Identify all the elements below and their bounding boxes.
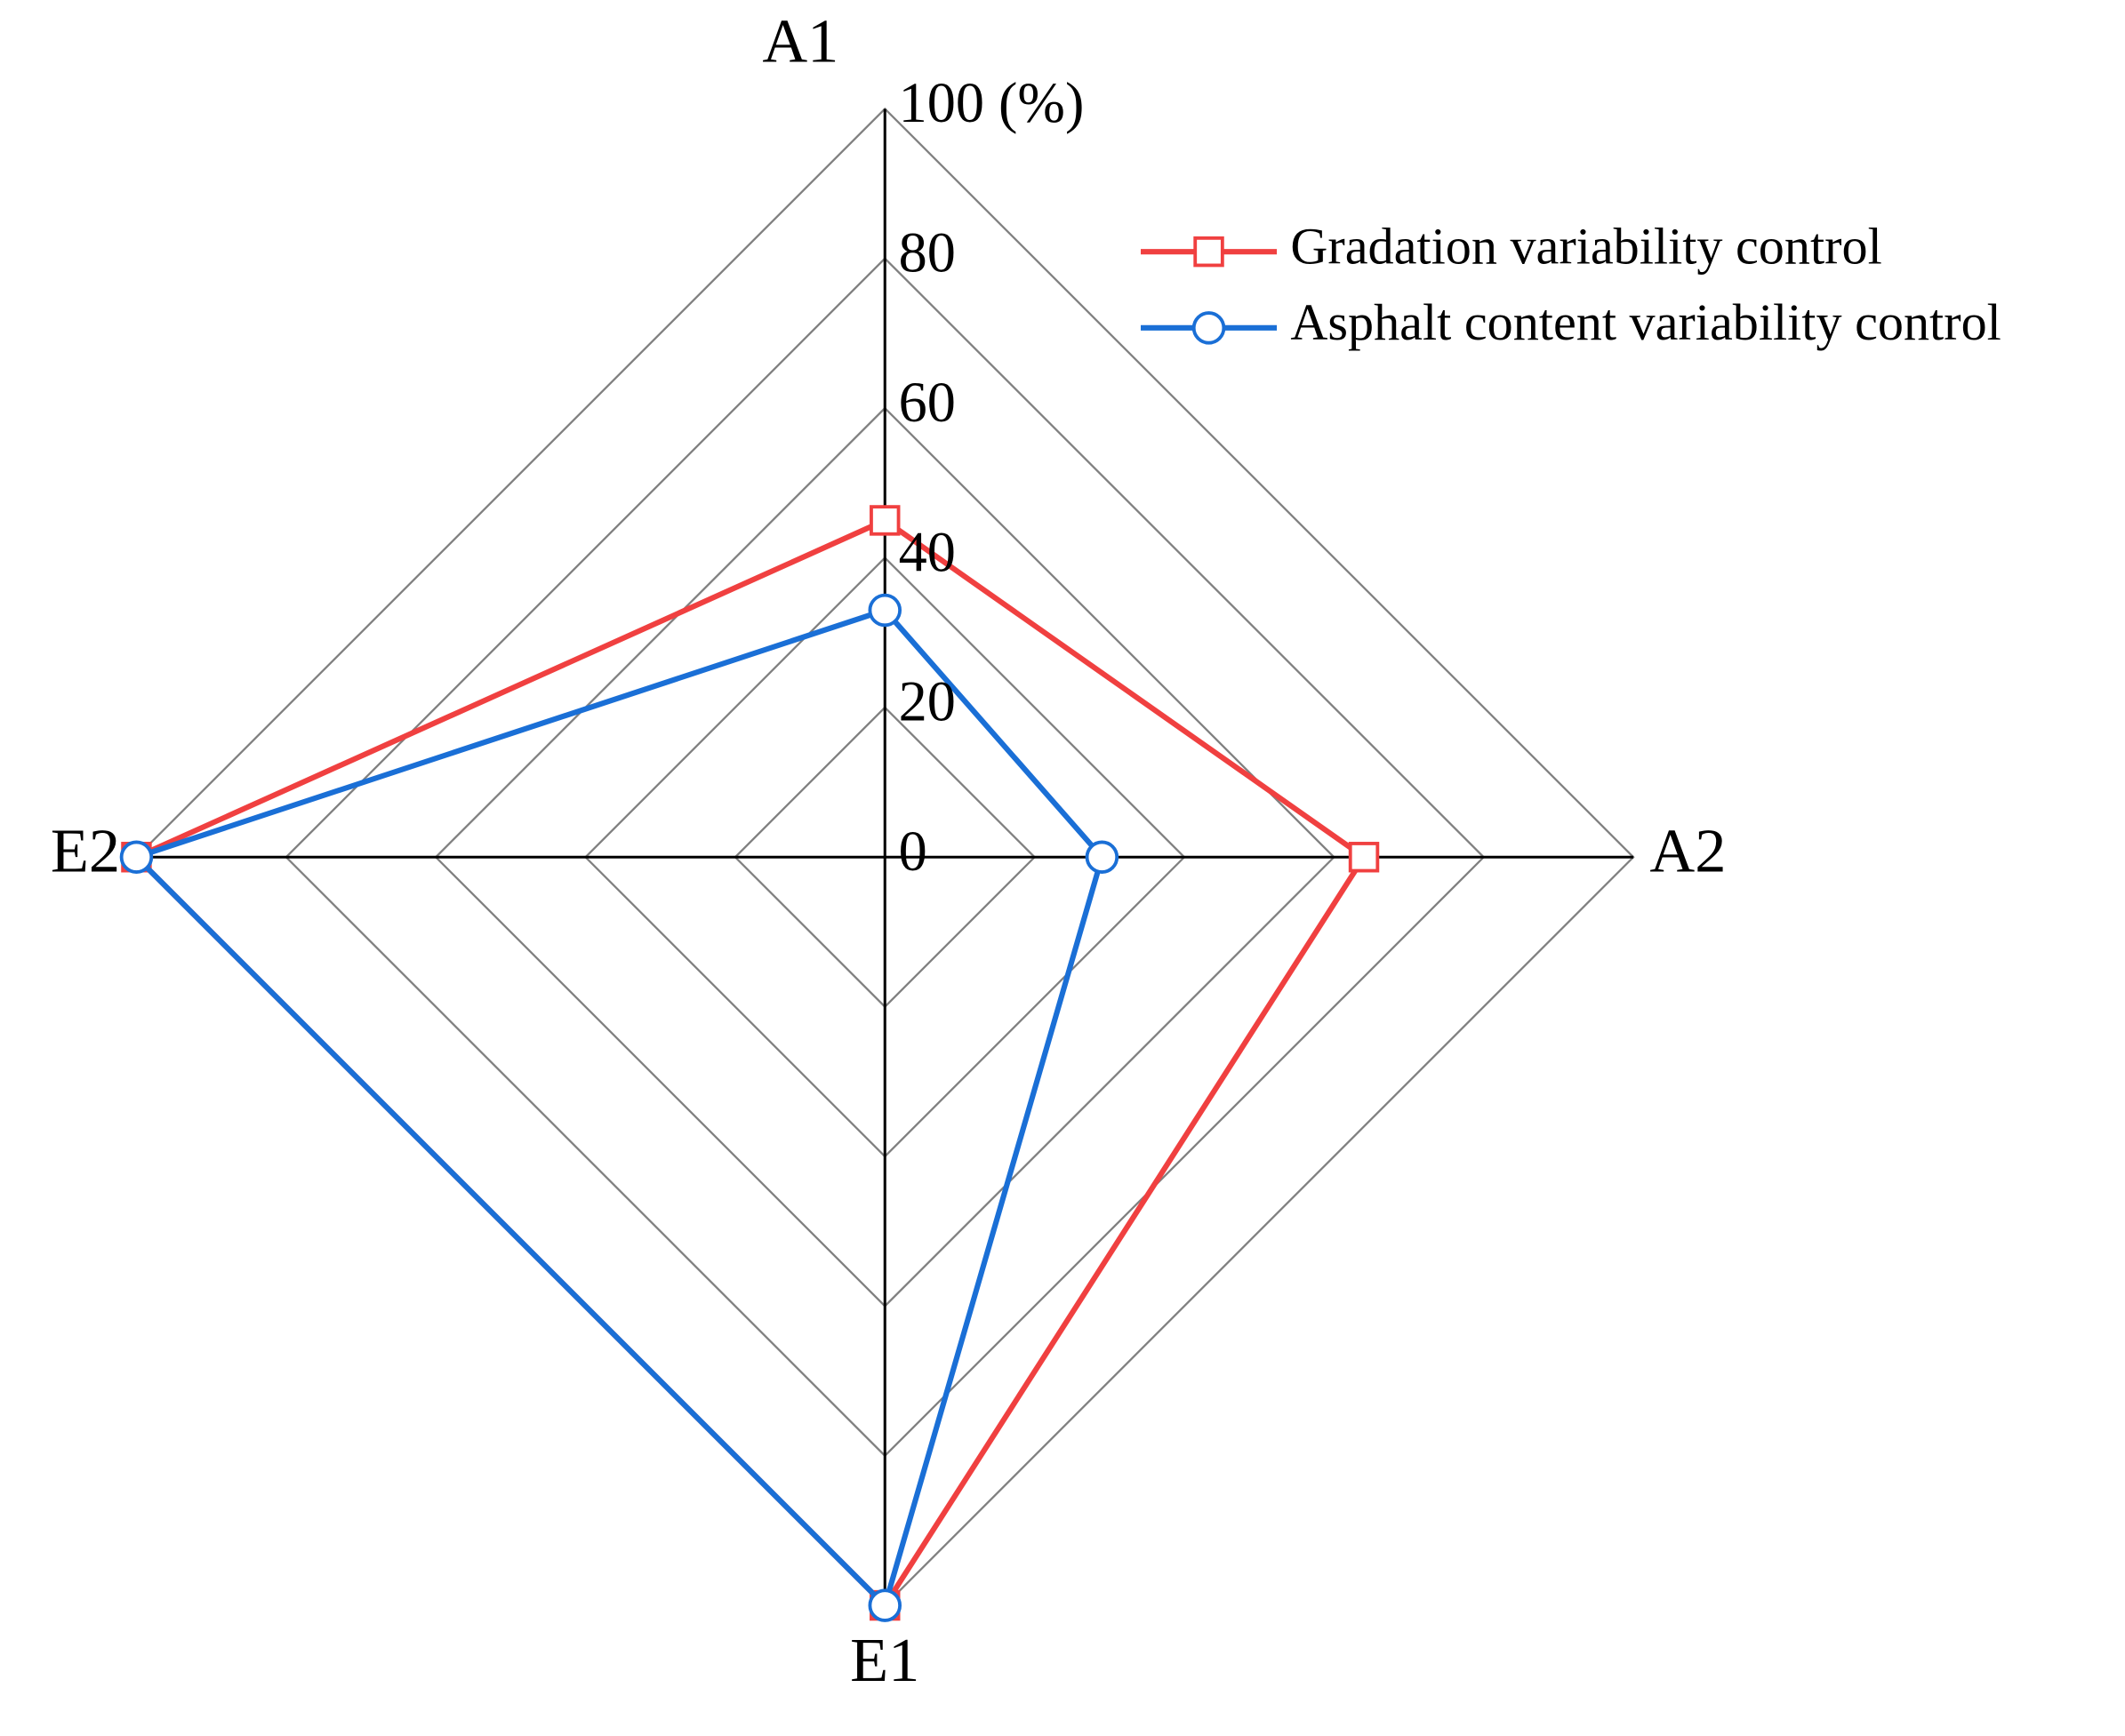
legend-marker [1191, 311, 1226, 345]
marker [868, 1588, 902, 1622]
legend: Gradation variability control Asphalt con… [1141, 217, 2001, 351]
tick-label: 60 [899, 371, 956, 434]
tick-label: 80 [899, 221, 956, 284]
category-label: A2 [1649, 816, 1726, 885]
tick-label: 40 [899, 520, 956, 583]
marks [119, 505, 1380, 1622]
tick-label: 0 [899, 820, 927, 883]
series-line [131, 606, 1105, 1611]
marker [870, 505, 901, 536]
legend-label: Asphalt content variability control [1290, 293, 2001, 351]
legend-marker [1193, 236, 1224, 268]
marker [119, 840, 154, 875]
marker [1348, 842, 1380, 873]
legend-label: Gradation variability control [1290, 217, 1881, 275]
tick-label: 20 [899, 670, 956, 733]
tick-label: 100 (%) [899, 71, 1085, 134]
category-label: E2 [51, 816, 120, 885]
series-line [132, 516, 1368, 1610]
axes [136, 108, 1634, 1606]
category-label: E1 [850, 1626, 919, 1695]
marker [1085, 840, 1119, 875]
category-label: A1 [762, 7, 838, 76]
labels: 0 20 40 60 80 100 (%) A1 A2 E1 E2 [51, 7, 1727, 1695]
marker [868, 593, 902, 628]
